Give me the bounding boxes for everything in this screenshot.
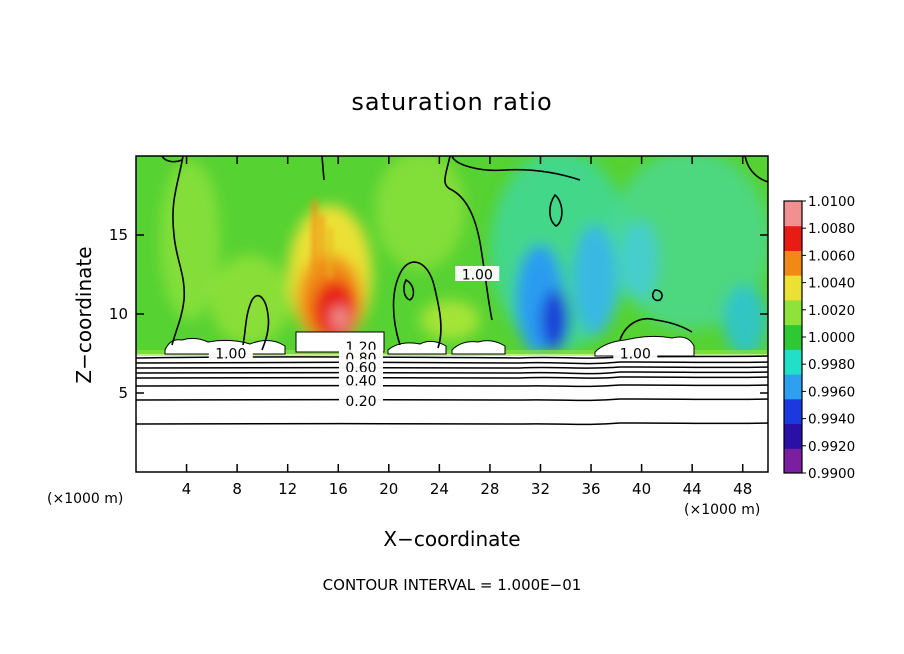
x-tick-label-6: 28 [480, 480, 499, 498]
colorbar-label-6: 0.9980 [808, 357, 855, 373]
contour-label-3: 1.00 [462, 268, 493, 284]
y-tick-label-2: 15 [109, 226, 128, 244]
contour-interval-note: CONTOUR INTERVAL = 1.000E−01 [322, 576, 582, 594]
contour-label-bg-2 [613, 345, 658, 360]
y-tick-label-0: 5 [118, 384, 128, 402]
contour-label-bg-1 [208, 345, 253, 360]
y-axis-unit: (×1000 m) [47, 491, 124, 507]
contour-label-bg-3 [455, 266, 500, 281]
colorbar-swatch-5 [784, 324, 802, 350]
colorbar-swatch-0 [784, 448, 802, 474]
colorbar-swatch-3 [784, 374, 802, 400]
x-axis: 4 8 12 16 20 24 28 32 36 40 44 48 [182, 156, 752, 498]
colorbar-label-7: 0.9960 [808, 384, 855, 400]
y-axis: 5 10 15 [109, 226, 768, 402]
cloud-base-patches [164, 331, 695, 357]
x-tick-label-3: 16 [329, 480, 348, 498]
x-tick-label-0: 4 [182, 480, 192, 498]
contour-label-bg-5 [338, 359, 383, 375]
colorbar-swatch-8 [784, 250, 802, 276]
x-tick-label-5: 24 [430, 480, 449, 498]
contour-label-bg-6 [338, 371, 383, 387]
colorbar-swatch-1 [784, 423, 802, 449]
colorbar-swatch-7 [784, 275, 802, 301]
contour-lines-lower [136, 355, 768, 426]
colorbar-swatch-9 [784, 225, 802, 251]
colorbar-label-10: 0.9900 [808, 466, 855, 482]
colorbar: 1.0100 1.0080 1.0060 1.0040 1.0020 1.0000 0.99… [783, 194, 855, 482]
colorbar-label-5: 1.0000 [808, 330, 855, 346]
y-tick-label-1: 10 [109, 305, 128, 323]
colorbar-swatch-4 [784, 349, 802, 375]
x-tick-label-8: 36 [581, 480, 600, 498]
contour-label-6: 0.40 [345, 373, 376, 389]
x-tick-label-2: 12 [278, 480, 297, 498]
x-axis-unit: (×1000 m) [684, 502, 761, 518]
colorbar-label-9: 0.9920 [808, 439, 855, 455]
heatmap-field: 1.201.001.001.000.800.600.400.20 [136, 156, 768, 472]
colorbar-label-1: 1.0080 [808, 221, 855, 237]
x-tick-label-9: 40 [632, 480, 651, 498]
chart-title: saturation ratio [351, 88, 553, 116]
colorbar-label-3: 1.0040 [808, 276, 855, 292]
x-tick-label-10: 44 [683, 480, 702, 498]
colorbar-swatch-6 [784, 299, 802, 326]
contour-label-1: 1.00 [215, 347, 246, 363]
contour-label-bg-7 [338, 392, 383, 408]
x-tick-label-1: 8 [232, 480, 242, 498]
x-tick-label-11: 48 [733, 480, 752, 498]
colorbar-label-8: 0.9940 [808, 412, 855, 428]
x-tick-label-4: 20 [379, 480, 398, 498]
contour-lines-upper [161, 156, 768, 351]
colorbar-label-0: 1.0100 [808, 194, 855, 210]
colorbar-swatch-2 [784, 398, 802, 425]
contour-label-2: 1.00 [620, 347, 651, 363]
colorbar-swatch-10 [784, 201, 802, 227]
colorbar-label-4: 1.0020 [808, 303, 855, 319]
contour-label-7: 0.20 [345, 394, 376, 410]
x-tick-label-7: 32 [531, 480, 550, 498]
colorbar-label-2: 1.0060 [808, 248, 855, 264]
y-axis-label: Z−coordinate [72, 246, 96, 384]
x-axis-label: X−coordinate [383, 527, 521, 551]
contour-label-layer: 1.201.001.001.000.800.600.400.20 [208, 266, 658, 410]
